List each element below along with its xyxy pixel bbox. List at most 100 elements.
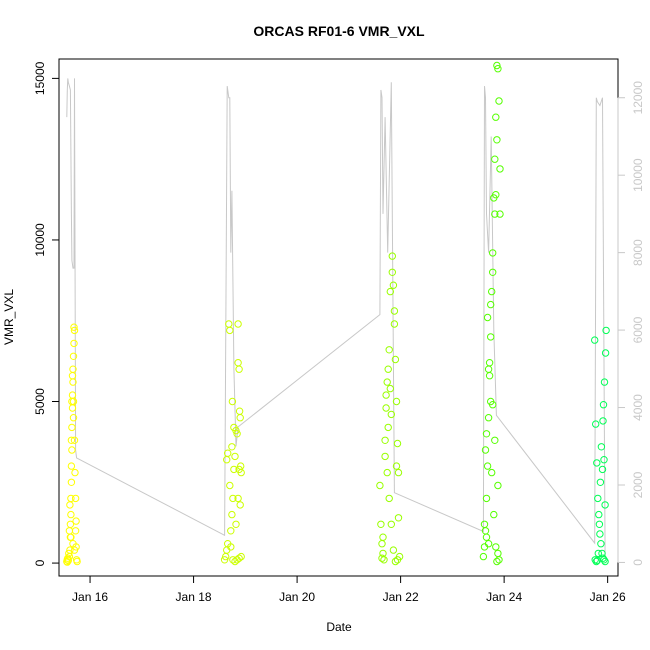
data-point [484,414,493,422]
data-point [68,391,77,399]
data-point [489,249,497,257]
data-point [70,436,79,444]
data-point [392,462,401,470]
data-point [495,556,503,564]
data-point [228,510,236,519]
data-point [386,287,394,296]
data-point [389,546,398,554]
data-point [378,554,386,562]
data-point [601,501,609,509]
data-point [233,430,241,438]
data-point [385,346,393,354]
data-point [496,210,504,218]
data-point [592,557,600,566]
data-point [66,546,74,554]
data-point [226,481,234,490]
data-point [383,378,391,386]
data-point [70,323,78,331]
data-point [384,423,392,432]
data-point [483,462,492,470]
data-point [480,520,489,528]
data-point [392,397,401,406]
data-point [71,468,79,477]
data-point [381,436,389,444]
data-point [493,61,501,70]
data-point [493,136,501,144]
y2-tick-label: 4000 [631,394,645,421]
data-point [383,468,391,477]
data-point [235,554,243,562]
data-point [491,210,499,218]
data-point [388,252,396,260]
data-point [598,465,607,474]
data-point [236,501,244,509]
data-point [236,414,244,422]
data-point [227,527,235,535]
data-point [228,397,237,406]
data-point [231,557,239,566]
y-tick-label: 0 [33,559,47,566]
data-point [378,540,386,548]
data-point [382,404,390,412]
data-point [225,320,233,328]
y2-tick-label: 8000 [631,239,645,266]
data-point [69,352,78,360]
data-point [592,420,600,428]
data-point [388,268,396,276]
data-point [229,556,237,564]
y2-tick-label: 6000 [631,316,645,343]
data-point [483,313,492,322]
data-point [235,407,244,415]
data-point [234,320,242,328]
data-point [485,359,494,367]
data-point [65,549,73,558]
data-point [599,401,608,409]
data-point [381,452,389,461]
data-point [71,494,80,503]
y-tick-label: 5000 [33,388,47,415]
x-tick-label: Jan 22 [383,590,419,604]
data-point [70,326,79,335]
x-tick-label: Jan 20 [279,590,315,604]
data-point [482,533,491,541]
data-point [235,465,243,474]
data-point [376,481,384,490]
data-point [480,543,489,551]
data-point [377,520,385,528]
data-point [594,494,602,503]
data-point [484,365,493,373]
data-point [595,520,604,528]
x-tick-label: Jan 16 [72,590,108,604]
data-point [231,452,239,461]
data-point [385,494,393,503]
data-point [384,365,392,373]
data-point [66,501,74,509]
data-point [394,514,403,522]
data-point [394,468,403,477]
altitude-trace [66,78,606,559]
data-point [71,527,80,535]
chart-title: ORCAS RF01-6 VMR_VXL [253,23,425,39]
data-point [382,391,390,399]
data-point [596,530,604,538]
data-point [391,355,400,364]
data-point [481,446,490,454]
plot-frame [58,58,619,577]
data-point [490,510,498,519]
data-point [380,556,388,564]
data-point [488,468,496,477]
data-point [387,520,395,528]
data-point [229,494,237,503]
data-point [600,456,608,464]
x-axis: Jan 16 Jan 18 Jan 20 Jan 22 Jan 24 Jan 26 [72,575,626,604]
y2-tick-label: 12000 [631,81,645,115]
data-point [63,558,72,566]
data-point [67,510,75,519]
data-point [67,462,76,470]
data-point [594,549,602,558]
data-point [390,320,399,328]
data-point [72,517,80,525]
data-point [491,155,499,163]
data-point [491,436,499,444]
y2-tick-label: 10000 [631,158,645,192]
